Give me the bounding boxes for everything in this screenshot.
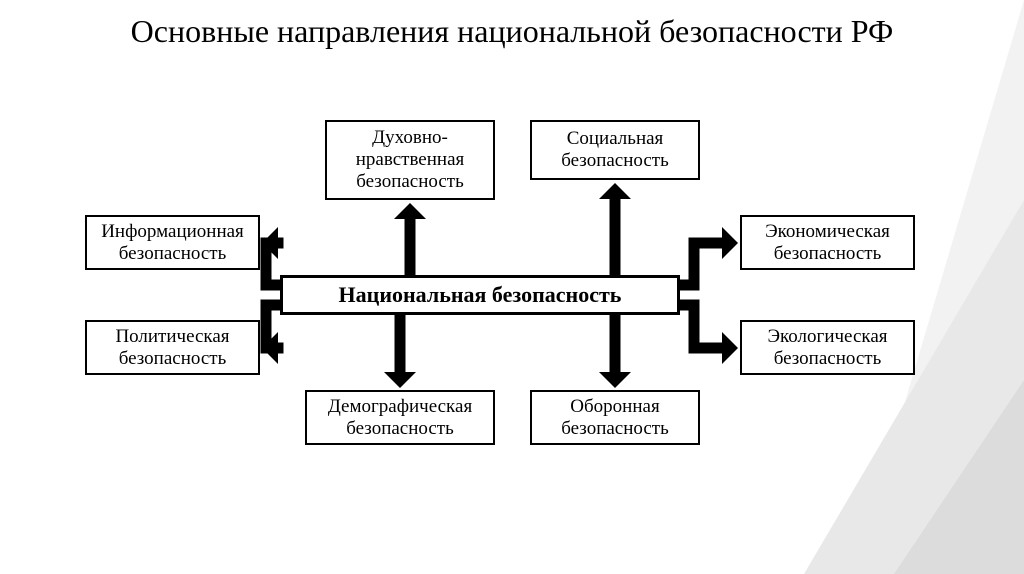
node-label: Социальнаябезопасность [561, 128, 669, 172]
node-label: Обороннаябезопасность [561, 396, 669, 440]
node-defense: Обороннаябезопасность [530, 390, 700, 445]
node-information: Информационнаябезопасность [85, 215, 260, 270]
arrow-ecological [680, 300, 738, 365]
node-label: Информационнаябезопасность [101, 221, 244, 265]
node-label: Политическаябезопасность [115, 326, 229, 370]
node-label: Экономическаябезопасность [765, 221, 890, 265]
node-spiritual: Духовно-нравственнаябезопасность [325, 120, 495, 200]
node-label: Экологическаябезопасность [767, 326, 887, 370]
arrow-economic [680, 227, 738, 291]
node-political: Политическаябезопасность [85, 320, 260, 375]
node-center: Национальная безопасность [280, 275, 680, 315]
arrow-defense [599, 315, 631, 388]
node-demographic: Демографическаябезопасность [305, 390, 495, 445]
arrow-spiritual [394, 203, 426, 275]
node-ecological: Экологическаябезопасность [740, 320, 915, 375]
page-title: Основные направления национальной безопа… [0, 12, 1024, 50]
node-label: Духовно-нравственнаябезопасность [356, 127, 465, 193]
diagram-container: Национальная безопасность Духовно-нравст… [0, 100, 1024, 560]
arrow-demographic [384, 315, 416, 388]
node-center-label: Национальная безопасность [339, 282, 622, 307]
arrow-social [599, 183, 631, 275]
node-social: Социальнаябезопасность [530, 120, 700, 180]
node-label: Демографическаябезопасность [328, 396, 472, 440]
node-economic: Экономическаябезопасность [740, 215, 915, 270]
